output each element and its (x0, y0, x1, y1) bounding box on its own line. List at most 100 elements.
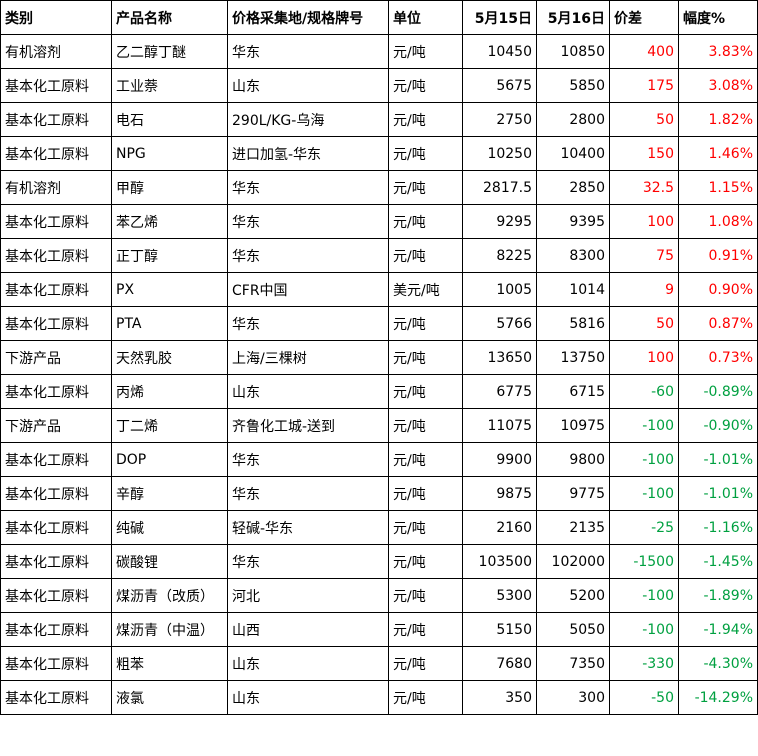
price-may15-cell: 10250 (462, 136, 537, 171)
pct-cell: -1.01% (678, 476, 758, 511)
diff-cell: 32.5 (609, 170, 679, 205)
table-row: 基本化工原料 丙烯 山东 元/吨 6775 6715 -60 -0.89% (0, 374, 758, 409)
price-may16-cell: 5816 (536, 306, 610, 341)
table-row: 基本化工原料 液氯 山东 元/吨 350 300 -50 -14.29% (0, 680, 758, 715)
table-row: 基本化工原料 PX CFR中国 美元/吨 1005 1014 9 0.90% (0, 272, 758, 307)
category-cell: 基本化工原料 (0, 612, 112, 647)
unit-cell: 元/吨 (388, 612, 463, 647)
price-may15-cell: 9295 (462, 204, 537, 239)
diff-cell: 175 (609, 68, 679, 103)
table-row: 基本化工原料 DOP 华东 元/吨 9900 9800 -100 -1.01% (0, 442, 758, 477)
unit-cell: 元/吨 (388, 204, 463, 239)
category-cell: 有机溶剂 (0, 34, 112, 69)
price-may16-cell: 1014 (536, 272, 610, 307)
product-cell: 纯碱 (111, 510, 228, 545)
unit-cell: 元/吨 (388, 306, 463, 341)
table-row: 基本化工原料 纯碱 轻碱-华东 元/吨 2160 2135 -25 -1.16% (0, 510, 758, 545)
pct-cell: -0.90% (678, 408, 758, 443)
spec-cell: 河北 (227, 578, 389, 613)
header-row: 类别 产品名称 价格采集地/规格牌号 单位 5月15日 5月16日 价差 幅度% (0, 0, 758, 35)
category-cell: 基本化工原料 (0, 442, 112, 477)
price-may16-cell: 300 (536, 680, 610, 715)
category-cell: 基本化工原料 (0, 306, 112, 341)
diff-cell: -100 (609, 578, 679, 613)
unit-cell: 元/吨 (388, 680, 463, 715)
pct-cell: 0.73% (678, 340, 758, 375)
category-cell: 基本化工原料 (0, 204, 112, 239)
price-may16-cell: 10850 (536, 34, 610, 69)
diff-cell: -100 (609, 442, 679, 477)
price-may15-cell: 103500 (462, 544, 537, 579)
unit-cell: 元/吨 (388, 238, 463, 273)
price-may15-cell: 7680 (462, 646, 537, 681)
price-may16-cell: 9800 (536, 442, 610, 477)
unit-cell: 元/吨 (388, 544, 463, 579)
unit-cell: 美元/吨 (388, 272, 463, 307)
product-cell: NPG (111, 136, 228, 171)
product-cell: 辛醇 (111, 476, 228, 511)
price-may15-cell: 2750 (462, 102, 537, 137)
diff-cell: -330 (609, 646, 679, 681)
table-row: 基本化工原料 PTA 华东 元/吨 5766 5816 50 0.87% (0, 306, 758, 341)
spec-cell: 华东 (227, 238, 389, 273)
pct-cell: -14.29% (678, 680, 758, 715)
product-cell: 液氯 (111, 680, 228, 715)
pct-cell: 1.82% (678, 102, 758, 137)
product-cell: 丙烯 (111, 374, 228, 409)
price-may15-cell: 11075 (462, 408, 537, 443)
pct-cell: 3.08% (678, 68, 758, 103)
spec-cell: 华东 (227, 476, 389, 511)
pct-cell: 0.87% (678, 306, 758, 341)
diff-cell: -60 (609, 374, 679, 409)
pct-cell: 0.91% (678, 238, 758, 273)
table-row: 基本化工原料 碳酸锂 华东 元/吨 103500 102000 -1500 -1.45% (0, 544, 758, 579)
pct-cell: -1.45% (678, 544, 758, 579)
diff-cell: 400 (609, 34, 679, 69)
category-cell: 基本化工原料 (0, 680, 112, 715)
pct-cell: 1.15% (678, 170, 758, 205)
product-cell: 粗苯 (111, 646, 228, 681)
header-spec: 价格采集地/规格牌号 (227, 0, 389, 35)
table-row: 基本化工原料 煤沥青（改质） 河北 元/吨 5300 5200 -100 -1.89% (0, 578, 758, 613)
spec-cell: 上海/三棵树 (227, 340, 389, 375)
product-cell: 甲醇 (111, 170, 228, 205)
product-cell: PTA (111, 306, 228, 341)
table-row: 下游产品 丁二烯 齐鲁化工城-送到 元/吨 11075 10975 -100 -0.90% (0, 408, 758, 443)
diff-cell: 75 (609, 238, 679, 273)
unit-cell: 元/吨 (388, 68, 463, 103)
spec-cell: CFR中国 (227, 272, 389, 307)
pct-cell: 3.83% (678, 34, 758, 69)
category-cell: 下游产品 (0, 340, 112, 375)
price-may16-cell: 5200 (536, 578, 610, 613)
price-may16-cell: 102000 (536, 544, 610, 579)
product-cell: 丁二烯 (111, 408, 228, 443)
category-cell: 基本化工原料 (0, 136, 112, 171)
diff-cell: 100 (609, 204, 679, 239)
pct-cell: -1.94% (678, 612, 758, 647)
product-cell: 碳酸锂 (111, 544, 228, 579)
price-may15-cell: 5150 (462, 612, 537, 647)
spec-cell: 山东 (227, 374, 389, 409)
category-cell: 基本化工原料 (0, 578, 112, 613)
spec-cell: 山东 (227, 68, 389, 103)
unit-cell: 元/吨 (388, 476, 463, 511)
product-cell: 苯乙烯 (111, 204, 228, 239)
price-may16-cell: 9395 (536, 204, 610, 239)
unit-cell: 元/吨 (388, 408, 463, 443)
product-cell: 电石 (111, 102, 228, 137)
table-row: 下游产品 天然乳胶 上海/三棵树 元/吨 13650 13750 100 0.73% (0, 340, 758, 375)
diff-cell: 50 (609, 306, 679, 341)
diff-cell: 9 (609, 272, 679, 307)
spec-cell: 山东 (227, 646, 389, 681)
price-may16-cell: 10975 (536, 408, 610, 443)
header-product: 产品名称 (111, 0, 228, 35)
category-cell: 基本化工原料 (0, 68, 112, 103)
pct-cell: -1.89% (678, 578, 758, 613)
spec-cell: 进口加氢-华东 (227, 136, 389, 171)
pct-cell: -4.30% (678, 646, 758, 681)
table-row: 基本化工原料 辛醇 华东 元/吨 9875 9775 -100 -1.01% (0, 476, 758, 511)
unit-cell: 元/吨 (388, 170, 463, 205)
price-may15-cell: 9875 (462, 476, 537, 511)
price-may16-cell: 2800 (536, 102, 610, 137)
pct-cell: -1.16% (678, 510, 758, 545)
